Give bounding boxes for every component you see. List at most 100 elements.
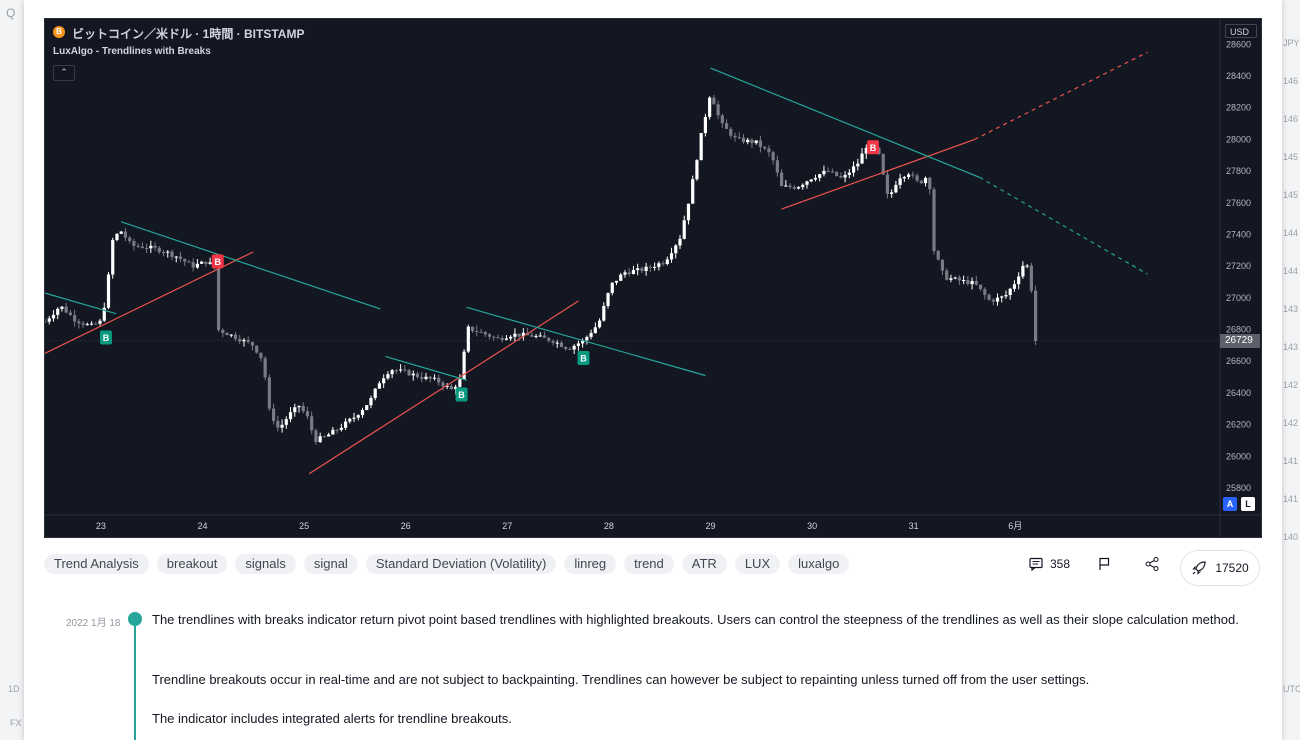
break-label-text: B — [870, 143, 877, 153]
candle-body — [809, 179, 813, 182]
candle-body — [881, 154, 885, 175]
candle-body — [644, 266, 648, 272]
candle-body — [576, 343, 580, 346]
candle-body — [356, 415, 360, 418]
candle-body — [911, 174, 915, 176]
last-price-tag: 26729 — [1220, 333, 1260, 348]
tag-chip[interactable]: signals — [235, 554, 296, 574]
candle-body — [441, 382, 445, 387]
candle-body — [94, 323, 98, 325]
time-tick-label: 25 — [299, 521, 309, 531]
price-tick-label: 26800 — [1226, 325, 1251, 335]
candle-body — [835, 171, 839, 176]
candle-body — [45, 321, 47, 323]
candle-body — [504, 338, 509, 340]
background-search-icon: Q — [6, 6, 16, 20]
candle-body — [77, 321, 81, 324]
tag-chip[interactable]: Trend Analysis — [44, 554, 149, 574]
tag-chip[interactable]: linreg — [564, 554, 617, 574]
candle-body — [890, 192, 894, 194]
candle-body — [729, 128, 733, 136]
candle-body — [953, 277, 957, 279]
background-axis-label: 141 — [1283, 456, 1299, 466]
candle-body — [758, 140, 763, 147]
tag-chip[interactable]: signal — [303, 554, 358, 574]
auto-scale-button[interactable]: A — [1223, 497, 1237, 511]
candle-body — [851, 166, 856, 173]
time-tick-label: 29 — [705, 521, 715, 531]
currency-label[interactable]: USD — [1225, 24, 1257, 38]
tag-chip[interactable]: trend — [624, 554, 674, 574]
time-tick-label: 26 — [401, 521, 411, 531]
candle-body — [839, 175, 843, 178]
background-axis-label: 146 — [1283, 114, 1299, 124]
tag-chip[interactable]: Standard Deviation (Volatility) — [365, 554, 557, 574]
timeline-dot — [128, 612, 142, 626]
tag-chip[interactable]: breakout — [156, 554, 228, 574]
candle-body — [377, 383, 382, 389]
candle-body — [420, 377, 424, 379]
candle-body — [458, 379, 462, 387]
candle-body — [56, 308, 60, 315]
candle-body — [81, 323, 85, 325]
candle-body — [123, 231, 128, 238]
price-chart[interactable]: 25800 26000 26200 26400 26600 26800 27000 27200… — [45, 19, 1261, 537]
candle-body — [259, 352, 263, 359]
candle-body — [678, 238, 682, 246]
resistance-trendline — [710, 67, 980, 178]
candle-body — [225, 332, 229, 336]
break-label-badge — [577, 351, 590, 366]
candle-body — [360, 409, 365, 416]
tag-chip[interactable]: LUX — [734, 554, 781, 574]
log-scale-button[interactable]: L — [1241, 497, 1255, 511]
tag-chip[interactable]: luxalgo — [788, 554, 850, 574]
break-label-text: B — [458, 390, 465, 400]
tag-chip[interactable]: ATR — [681, 554, 727, 574]
boost-count: 17520 — [1215, 561, 1249, 575]
indicator-title[interactable]: LuxAlgo - Trendlines with Breaks — [53, 46, 211, 57]
candle-body — [792, 187, 796, 189]
share-icon — [1145, 557, 1159, 571]
candle-body — [47, 318, 51, 322]
candle-body — [708, 97, 712, 117]
candle-body — [534, 336, 538, 338]
price-tick-label: 27400 — [1226, 229, 1251, 239]
candle-body — [653, 266, 657, 268]
candle-body — [161, 252, 166, 254]
resistance-trendline — [979, 176, 1148, 275]
report-button[interactable] — [1096, 556, 1112, 572]
background-axis-label: 141 — [1283, 494, 1299, 504]
support-trendline — [45, 251, 254, 354]
candle-body — [788, 185, 792, 188]
boost-button[interactable]: 17520 — [1180, 550, 1260, 586]
comments-button[interactable]: 358 — [1028, 556, 1070, 572]
candle-body — [352, 417, 356, 419]
candle-body — [411, 373, 415, 376]
break-label-text: B — [580, 354, 587, 364]
break-label-badge — [867, 140, 880, 155]
candle-body — [669, 253, 674, 260]
resistance-trendline — [385, 355, 467, 381]
candle-body — [724, 123, 729, 129]
candle-body — [593, 327, 597, 334]
candle-body — [517, 333, 521, 337]
candle-body — [195, 263, 199, 268]
symbol-title[interactable]: ビットコイン／米ドル · 1時間 · BITSTAMP — [72, 27, 305, 41]
candle-body — [856, 163, 860, 167]
time-tick-label: 28 — [604, 521, 614, 531]
candle-body — [686, 203, 691, 221]
candle-body — [428, 376, 432, 379]
support-trendline — [781, 138, 975, 210]
candle-body — [741, 137, 746, 143]
background-axis-label: 142 — [1283, 380, 1299, 390]
candle-body — [500, 338, 504, 340]
price-tick-label: 26200 — [1226, 420, 1251, 430]
time-tick-label: 27 — [502, 521, 512, 531]
chart-panel[interactable]: 25800 26000 26200 26400 26600 26800 27000 27200… — [44, 18, 1262, 538]
candle-body — [454, 386, 458, 390]
chevron-up-icon[interactable]: ⌃ — [53, 65, 75, 81]
background-left-toolbar: Q 1D FX — [0, 0, 24, 740]
candle-body — [932, 189, 936, 251]
price-tick-label: 27800 — [1226, 166, 1251, 176]
share-button[interactable] — [1144, 556, 1160, 572]
